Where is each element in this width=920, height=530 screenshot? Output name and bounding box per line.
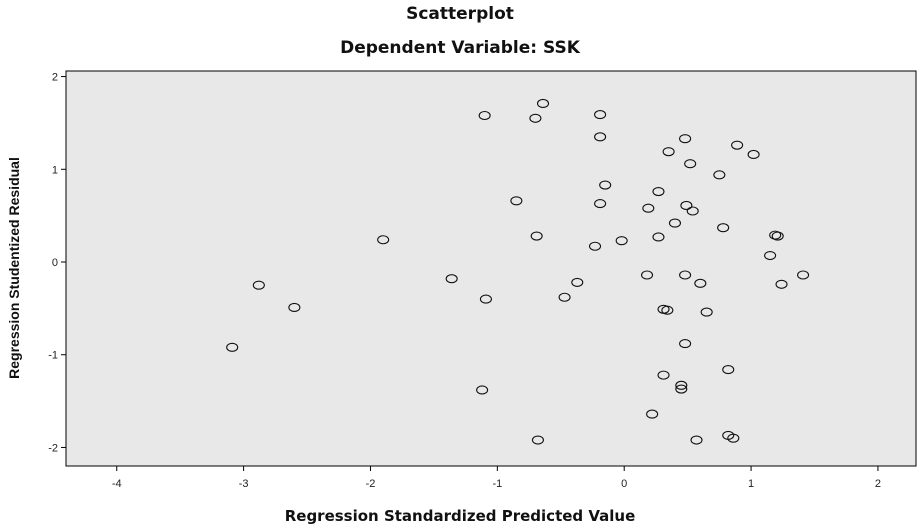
x-axis-label: Regression Standardized Predicted Value: [284, 507, 636, 525]
x-tick-label: -3: [239, 478, 249, 490]
x-tick-label: -1: [492, 478, 502, 490]
data-point: [679, 270, 692, 280]
y-tick-label: 0: [52, 257, 58, 269]
data-point: [529, 113, 542, 123]
data-point: [252, 280, 265, 290]
data-point: [445, 274, 458, 284]
data-point: [478, 110, 491, 121]
data-point: [588, 241, 602, 251]
data-point: [675, 380, 688, 390]
data-point: [747, 149, 760, 160]
data-point: [652, 232, 665, 242]
data-point: [657, 370, 670, 380]
data-point: [686, 206, 699, 216]
data-point: [797, 270, 810, 280]
data-point: [662, 147, 675, 157]
data-point: [594, 132, 607, 142]
chart-subtitle: Dependent Variable: SSK: [340, 38, 580, 58]
x-tick-label: 2: [875, 478, 881, 490]
y-tick-label: 2: [52, 72, 58, 84]
data-point: [531, 435, 544, 445]
y-axis-label: Regression Studentized Residual: [6, 157, 22, 379]
data-point: [727, 433, 740, 443]
x-tick-label: 1: [748, 478, 754, 490]
data-point: [679, 134, 692, 144]
data-point: [536, 98, 550, 109]
data-point: [713, 170, 726, 180]
data-point: [690, 435, 703, 445]
y-tick-label: -2: [48, 442, 58, 454]
plot-area: [65, 70, 917, 467]
data-point: [226, 342, 239, 352]
data-point: [599, 180, 612, 190]
data-point: [615, 236, 628, 246]
data-point: [668, 218, 682, 228]
data-point: [594, 110, 607, 120]
data-point: [288, 302, 301, 312]
y-tick-label: -1: [48, 350, 58, 362]
data-point: [652, 186, 665, 197]
data-point: [640, 270, 654, 280]
data-point: [717, 223, 730, 233]
data-point: [694, 278, 707, 288]
data-point: [571, 277, 584, 287]
data-point: [594, 199, 607, 209]
data-point: [771, 231, 784, 241]
y-tick-label: 1: [52, 164, 58, 176]
data-point: [646, 409, 659, 419]
data-point: [684, 159, 697, 169]
x-tick-label: 0: [621, 478, 627, 490]
data-point: [675, 384, 688, 394]
data-point: [558, 292, 571, 302]
data-point: [775, 279, 788, 289]
data-point: [642, 203, 655, 213]
data-point: [700, 307, 713, 317]
data-point: [722, 365, 735, 375]
x-tick-label: -2: [366, 478, 376, 490]
data-point: [476, 385, 489, 395]
y-axis: -2 -1 0 1 2: [48, 72, 66, 454]
x-tick-label: -4: [112, 478, 122, 490]
data-point: [479, 294, 492, 304]
chart-title: Scatterplot: [406, 4, 514, 24]
data-point: [731, 140, 744, 150]
data-point: [530, 231, 543, 241]
data-point: [377, 235, 390, 245]
data-point: [680, 200, 693, 210]
x-axis: -4 -3 -2 -1 0 1 2: [112, 466, 881, 490]
data-point: [679, 339, 692, 349]
data-points: [226, 98, 810, 445]
data-point: [510, 196, 523, 206]
data-point: [764, 250, 777, 261]
data-point: [661, 305, 674, 315]
